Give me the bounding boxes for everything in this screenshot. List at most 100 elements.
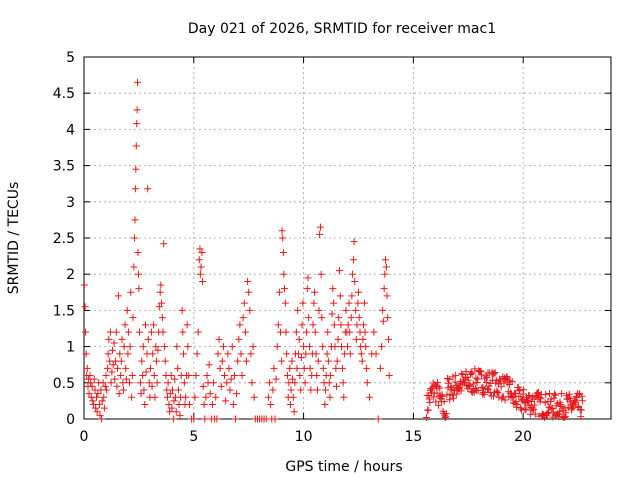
data-point <box>380 285 388 293</box>
data-point <box>355 314 363 322</box>
data-point <box>359 335 367 343</box>
data-point <box>222 397 230 405</box>
x-tick-label: 0 <box>80 429 89 445</box>
data-point <box>309 321 317 329</box>
data-point <box>477 371 485 379</box>
data-point <box>354 288 362 296</box>
data-point <box>152 357 160 365</box>
data-point <box>98 397 106 405</box>
data-point <box>519 390 527 398</box>
data-point <box>372 350 380 358</box>
data-point <box>536 394 544 402</box>
data-point <box>94 390 102 398</box>
data-point <box>557 402 565 410</box>
data-point <box>344 343 351 351</box>
data-point <box>447 383 455 391</box>
data-point <box>281 299 289 307</box>
data-point <box>297 386 305 394</box>
data-point <box>338 343 346 351</box>
data-point <box>249 343 257 351</box>
data-point <box>435 401 443 409</box>
data-point <box>468 370 476 378</box>
data-point <box>351 277 359 285</box>
data-point <box>285 379 293 387</box>
data-point <box>503 373 511 381</box>
data-point <box>530 406 538 414</box>
data-point <box>465 382 473 390</box>
data-point <box>575 402 583 410</box>
data-point <box>218 357 226 365</box>
data-point <box>131 216 139 224</box>
data-point <box>238 372 246 380</box>
data-point <box>542 391 550 399</box>
data-point <box>153 379 161 387</box>
data-point <box>476 368 484 376</box>
data-point <box>464 376 472 384</box>
data-point <box>512 397 520 405</box>
data-point <box>103 364 111 372</box>
data-point <box>305 314 313 322</box>
data-point <box>132 142 140 150</box>
data-point <box>217 382 225 390</box>
data-point <box>316 223 324 231</box>
data-point <box>109 346 117 354</box>
data-point <box>161 343 169 351</box>
data-point <box>116 350 124 358</box>
data-point <box>346 350 354 358</box>
data-point <box>480 390 488 398</box>
data-point <box>139 343 147 351</box>
data-point <box>533 389 541 397</box>
data-point <box>474 375 482 383</box>
data-point <box>520 386 528 394</box>
data-point <box>91 386 99 394</box>
data-point <box>381 270 389 278</box>
data-point <box>95 401 103 409</box>
data-point <box>288 357 296 365</box>
data-points <box>80 78 586 423</box>
data-point <box>348 292 356 300</box>
data-point <box>131 185 139 193</box>
data-point <box>130 263 138 271</box>
data-point <box>117 357 125 365</box>
data-point <box>312 350 320 358</box>
data-point <box>202 393 210 401</box>
data-point <box>191 393 199 401</box>
data-point <box>199 382 207 390</box>
data-point <box>381 256 389 264</box>
data-point <box>224 350 232 358</box>
data-point <box>362 343 370 351</box>
data-point <box>179 328 187 336</box>
data-point <box>149 350 157 358</box>
data-point <box>200 401 208 409</box>
data-point <box>289 393 297 401</box>
data-point <box>196 245 204 253</box>
data-point <box>85 390 93 398</box>
data-point <box>163 393 171 401</box>
data-point <box>266 379 274 387</box>
data-point <box>291 379 299 387</box>
data-point <box>115 390 123 398</box>
data-point <box>248 379 256 387</box>
data-point <box>306 364 314 372</box>
data-point <box>287 386 295 394</box>
data-point <box>194 328 202 336</box>
data-point <box>201 415 209 423</box>
data-point <box>156 288 164 296</box>
data-point <box>106 328 114 336</box>
data-point <box>223 379 231 387</box>
data-point <box>379 317 387 325</box>
data-point <box>174 386 182 394</box>
data-point <box>173 343 181 351</box>
data-point <box>114 364 122 372</box>
data-point <box>164 379 172 387</box>
data-point <box>241 328 249 336</box>
data-point <box>379 306 387 314</box>
data-point <box>292 328 300 336</box>
data-point <box>482 378 490 386</box>
data-point <box>113 382 121 390</box>
data-point <box>434 383 442 391</box>
data-point <box>360 299 368 307</box>
data-point <box>337 321 345 329</box>
data-point <box>531 410 539 418</box>
data-point <box>361 328 369 336</box>
